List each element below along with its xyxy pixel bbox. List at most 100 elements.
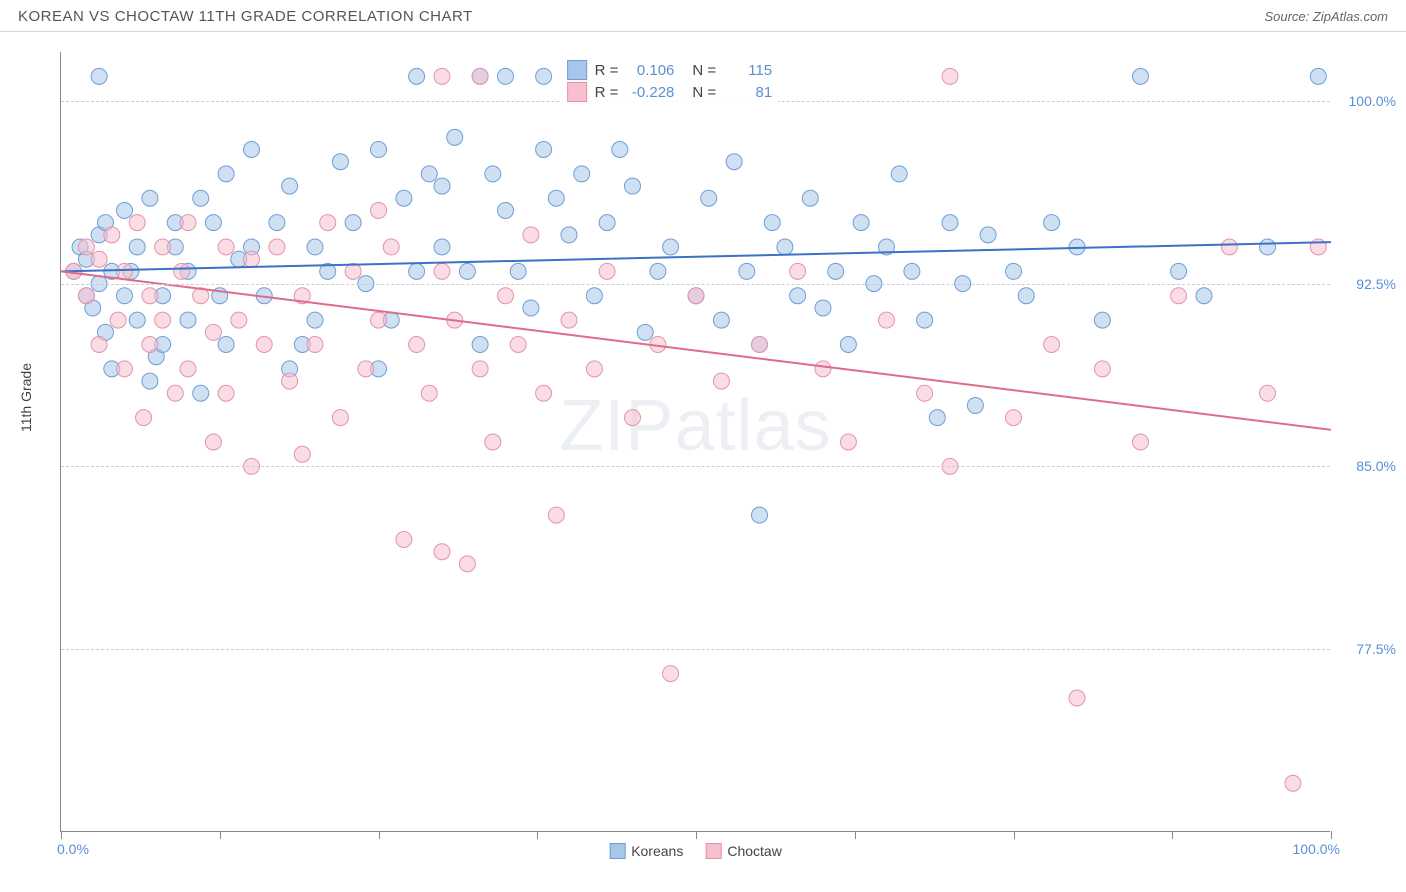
data-point-koreans xyxy=(726,154,742,170)
data-point-choctaw xyxy=(790,263,806,279)
data-point-choctaw xyxy=(205,324,221,340)
data-point-koreans xyxy=(828,263,844,279)
x-tick xyxy=(1172,831,1173,839)
data-point-koreans xyxy=(180,312,196,328)
x-tick xyxy=(855,831,856,839)
data-point-choctaw xyxy=(117,263,133,279)
data-point-choctaw xyxy=(434,263,450,279)
stats-swatch-icon xyxy=(567,82,587,102)
data-point-koreans xyxy=(510,263,526,279)
y-tick-label: 77.5% xyxy=(1356,641,1396,657)
data-point-choctaw xyxy=(231,312,247,328)
data-point-koreans xyxy=(332,154,348,170)
data-point-choctaw xyxy=(840,434,856,450)
data-point-choctaw xyxy=(1094,361,1110,377)
data-point-choctaw xyxy=(332,410,348,426)
data-point-choctaw xyxy=(117,361,133,377)
data-point-choctaw xyxy=(409,337,425,353)
data-point-koreans xyxy=(523,300,539,316)
data-point-koreans xyxy=(650,263,666,279)
data-point-choctaw xyxy=(815,361,831,377)
data-point-choctaw xyxy=(371,202,387,218)
data-point-koreans xyxy=(307,312,323,328)
data-point-choctaw xyxy=(472,68,488,84)
data-point-choctaw xyxy=(1006,410,1022,426)
stat-r-value: -0.228 xyxy=(626,84,674,101)
legend-label: Koreans xyxy=(631,843,683,859)
data-point-koreans xyxy=(142,373,158,389)
data-point-choctaw xyxy=(256,337,272,353)
data-point-choctaw xyxy=(1069,690,1085,706)
x-axis-start-label: 0.0% xyxy=(57,841,89,857)
gridline xyxy=(61,466,1330,467)
data-point-choctaw xyxy=(78,288,94,304)
data-point-choctaw xyxy=(472,361,488,377)
data-point-koreans xyxy=(269,215,285,231)
data-point-koreans xyxy=(193,385,209,401)
data-point-choctaw xyxy=(459,556,475,572)
data-point-choctaw xyxy=(498,288,514,304)
data-point-koreans xyxy=(129,239,145,255)
stat-n-label: N = xyxy=(692,84,716,101)
data-point-choctaw xyxy=(358,361,374,377)
x-axis-end-label: 100.0% xyxy=(1293,841,1340,857)
data-point-koreans xyxy=(244,142,260,158)
data-point-koreans xyxy=(967,397,983,413)
data-point-koreans xyxy=(561,227,577,243)
scatter-svg xyxy=(61,52,1330,831)
data-point-koreans xyxy=(548,190,564,206)
data-point-choctaw xyxy=(269,239,285,255)
data-point-koreans xyxy=(1044,215,1060,231)
y-tick-label: 92.5% xyxy=(1356,276,1396,292)
legend-item-koreans: Koreans xyxy=(609,843,683,859)
x-tick xyxy=(537,831,538,839)
data-point-choctaw xyxy=(142,337,158,353)
stats-box: R =0.106N =115R =-0.228N =81 xyxy=(561,56,779,106)
data-point-koreans xyxy=(485,166,501,182)
data-point-koreans xyxy=(536,68,552,84)
data-point-choctaw xyxy=(307,337,323,353)
data-point-koreans xyxy=(409,263,425,279)
data-point-koreans xyxy=(1260,239,1276,255)
data-point-choctaw xyxy=(485,434,501,450)
legend-swatch-icon xyxy=(609,843,625,859)
data-point-koreans xyxy=(1196,288,1212,304)
data-point-koreans xyxy=(764,215,780,231)
data-point-choctaw xyxy=(174,263,190,279)
chart-header: KOREAN VS CHOCTAW 11TH GRADE CORRELATION… xyxy=(0,0,1406,32)
data-point-choctaw xyxy=(523,227,539,243)
data-point-koreans xyxy=(701,190,717,206)
plot-area: ZIPatlas 0.0% 100.0% KoreansChoctaw R =0… xyxy=(60,52,1330,832)
data-point-koreans xyxy=(498,202,514,218)
data-point-choctaw xyxy=(1260,385,1276,401)
gridline xyxy=(61,284,1330,285)
data-point-koreans xyxy=(802,190,818,206)
legend-swatch-icon xyxy=(705,843,721,859)
stats-swatch-icon xyxy=(567,60,587,80)
data-point-koreans xyxy=(929,410,945,426)
data-point-koreans xyxy=(777,239,793,255)
data-point-choctaw xyxy=(294,446,310,462)
legend-label: Choctaw xyxy=(727,843,781,859)
y-axis-label: 11th Grade xyxy=(18,363,34,432)
data-point-choctaw xyxy=(155,312,171,328)
data-point-choctaw xyxy=(371,312,387,328)
data-point-choctaw xyxy=(180,361,196,377)
stat-r-value: 0.106 xyxy=(626,62,674,79)
data-point-koreans xyxy=(904,263,920,279)
x-tick xyxy=(696,831,697,839)
data-point-koreans xyxy=(739,263,755,279)
data-point-choctaw xyxy=(599,263,615,279)
data-point-koreans xyxy=(1310,68,1326,84)
data-point-koreans xyxy=(790,288,806,304)
data-point-koreans xyxy=(942,215,958,231)
data-point-koreans xyxy=(586,288,602,304)
data-point-choctaw xyxy=(663,666,679,682)
data-point-koreans xyxy=(345,215,361,231)
data-point-koreans xyxy=(1094,312,1110,328)
data-point-choctaw xyxy=(167,385,183,401)
data-point-koreans xyxy=(218,166,234,182)
data-point-koreans xyxy=(421,166,437,182)
data-point-choctaw xyxy=(205,434,221,450)
data-point-koreans xyxy=(117,202,133,218)
